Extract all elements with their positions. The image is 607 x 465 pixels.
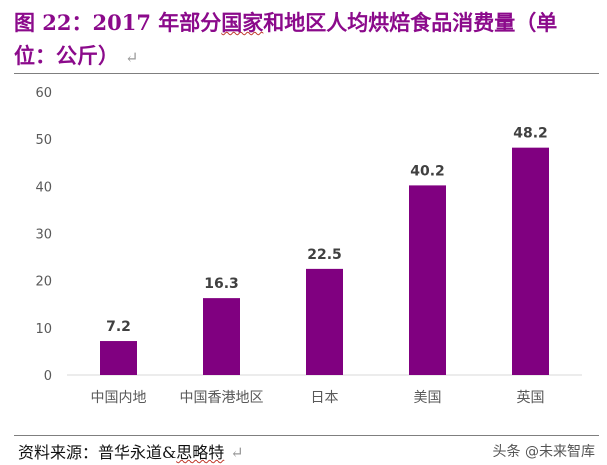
y-tick-label: 20 [35, 275, 52, 290]
y-tick-label: 30 [35, 228, 52, 243]
bottom-divider [14, 435, 599, 436]
source-note: 资料来源：普华永道&思略特 ↵ [18, 439, 244, 463]
paragraph-mark-icon: ↵ [230, 443, 244, 462]
paragraph-mark-icon: ↵ [125, 48, 139, 67]
data-label: 40.2 [410, 163, 445, 179]
source-underlined: 思略特 [176, 443, 225, 462]
y-tick-label: 60 [35, 86, 52, 101]
title-prefix: 图 22：2017 年部分 [14, 10, 222, 35]
data-label: 7.2 [106, 319, 131, 335]
y-tick-label: 50 [35, 133, 52, 148]
bar [306, 268, 343, 375]
source-prefix: 资料来源：普华永道& [18, 443, 177, 462]
chart-title: 图 22：2017 年部分国家和地区人均烘焙食品消费量（单位：公斤） ↵ [14, 6, 599, 74]
y-tick-label: 40 [35, 180, 52, 195]
category-label: 日本 [311, 390, 339, 406]
y-tick-label: 10 [35, 322, 52, 337]
title-suffix: 和地区人均烘焙食品消费量（单位：公斤） [14, 10, 558, 68]
bar [203, 298, 240, 375]
bar [512, 147, 549, 375]
category-label: 中国内地 [91, 390, 147, 406]
data-label: 48.2 [513, 126, 548, 142]
data-label: 22.5 [307, 247, 342, 263]
category-label: 英国 [517, 389, 545, 406]
top-divider [14, 73, 599, 74]
watermark: 头条 @未来智库 [492, 444, 595, 460]
category-label: 中国香港地区 [180, 390, 264, 406]
bar-chart: 0 10 20 30 40 50 60 7.2 中国内地 16.3 中国香港地区 22.5 日本 40.2… [35, 86, 582, 406]
title-underlined-word: 国家 [221, 10, 264, 35]
bar [409, 185, 446, 375]
data-label: 16.3 [204, 276, 239, 292]
bar [100, 341, 137, 375]
y-tick-label: 0 [44, 369, 52, 384]
category-label: 美国 [414, 390, 442, 406]
